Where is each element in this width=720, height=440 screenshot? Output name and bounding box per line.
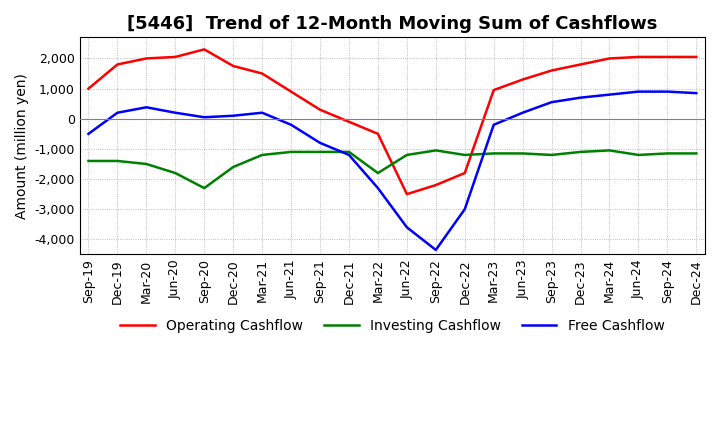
Investing Cashflow (576, 149, 585, 154)
Free Cashflow (113, 110, 122, 115)
Free Cashflow (315, 140, 324, 146)
Operating Cashflow (84, 86, 93, 91)
Investing Cashflow (547, 152, 556, 158)
Investing Cashflow (258, 152, 266, 158)
Investing Cashflow (374, 170, 382, 176)
Operating Cashflow (460, 170, 469, 176)
Free Cashflow (663, 89, 672, 94)
Free Cashflow (229, 113, 238, 118)
Investing Cashflow (84, 158, 93, 164)
Investing Cashflow (229, 165, 238, 170)
Investing Cashflow (402, 152, 411, 158)
Operating Cashflow (431, 183, 440, 188)
Line: Investing Cashflow: Investing Cashflow (89, 150, 696, 188)
Free Cashflow (171, 110, 179, 115)
Free Cashflow (200, 114, 209, 120)
Title: [5446]  Trend of 12-Month Moving Sum of Cashflows: [5446] Trend of 12-Month Moving Sum of C… (127, 15, 657, 33)
Operating Cashflow (258, 71, 266, 76)
Operating Cashflow (402, 191, 411, 197)
Investing Cashflow (663, 151, 672, 156)
Operating Cashflow (518, 77, 527, 82)
Operating Cashflow (374, 131, 382, 136)
Free Cashflow (460, 206, 469, 212)
Investing Cashflow (315, 149, 324, 154)
Operating Cashflow (113, 62, 122, 67)
Operating Cashflow (315, 107, 324, 112)
Investing Cashflow (200, 186, 209, 191)
Investing Cashflow (692, 151, 701, 156)
Line: Operating Cashflow: Operating Cashflow (89, 49, 696, 194)
Free Cashflow (402, 225, 411, 230)
Operating Cashflow (692, 54, 701, 59)
Free Cashflow (431, 247, 440, 253)
Investing Cashflow (171, 170, 179, 176)
Investing Cashflow (606, 148, 614, 153)
Free Cashflow (345, 152, 354, 158)
Y-axis label: Amount (million yen): Amount (million yen) (15, 73, 29, 219)
Operating Cashflow (345, 119, 354, 125)
Operating Cashflow (171, 54, 179, 59)
Free Cashflow (606, 92, 614, 97)
Investing Cashflow (345, 149, 354, 154)
Operating Cashflow (490, 88, 498, 93)
Operating Cashflow (287, 89, 295, 94)
Operating Cashflow (606, 56, 614, 61)
Investing Cashflow (142, 161, 150, 167)
Investing Cashflow (460, 152, 469, 158)
Operating Cashflow (634, 54, 643, 59)
Free Cashflow (490, 122, 498, 128)
Free Cashflow (258, 110, 266, 115)
Free Cashflow (518, 110, 527, 115)
Investing Cashflow (431, 148, 440, 153)
Free Cashflow (287, 122, 295, 128)
Operating Cashflow (142, 56, 150, 61)
Operating Cashflow (547, 68, 556, 73)
Investing Cashflow (287, 149, 295, 154)
Operating Cashflow (200, 47, 209, 52)
Free Cashflow (142, 105, 150, 110)
Operating Cashflow (229, 63, 238, 69)
Investing Cashflow (490, 151, 498, 156)
Legend: Operating Cashflow, Investing Cashflow, Free Cashflow: Operating Cashflow, Investing Cashflow, … (114, 314, 670, 339)
Operating Cashflow (663, 54, 672, 59)
Free Cashflow (547, 99, 556, 105)
Free Cashflow (634, 89, 643, 94)
Free Cashflow (84, 131, 93, 136)
Free Cashflow (692, 91, 701, 96)
Investing Cashflow (634, 152, 643, 158)
Operating Cashflow (576, 62, 585, 67)
Free Cashflow (576, 95, 585, 100)
Investing Cashflow (113, 158, 122, 164)
Investing Cashflow (518, 151, 527, 156)
Free Cashflow (374, 186, 382, 191)
Line: Free Cashflow: Free Cashflow (89, 92, 696, 250)
